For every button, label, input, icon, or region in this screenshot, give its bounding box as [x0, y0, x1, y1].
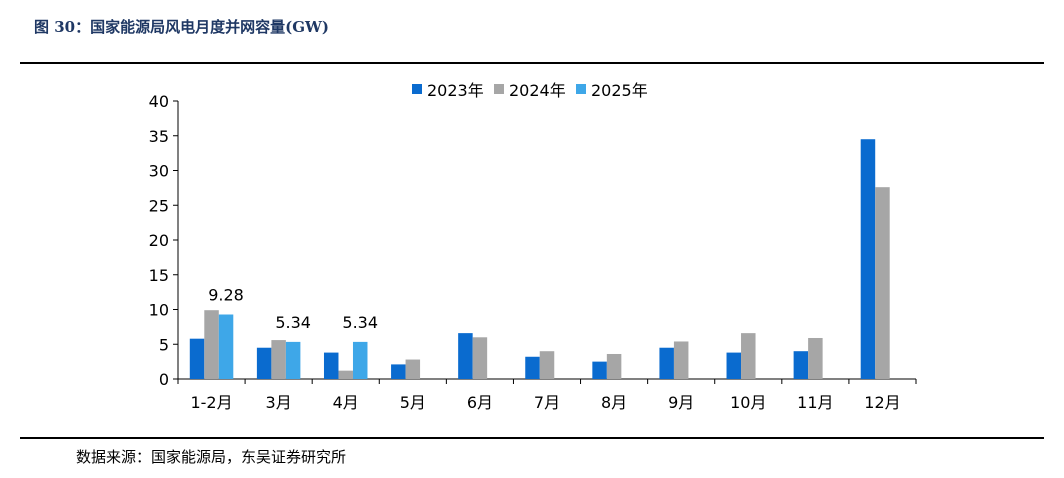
x-tick-label: 4月 [333, 393, 359, 412]
bar-2025年 [285, 341, 301, 379]
figure-title: 图 30：国家能源局风电月度并网容量(GW) [34, 18, 329, 36]
bar-2024年 [673, 341, 689, 379]
bar-2023年 [726, 352, 742, 379]
legend-swatch-2024年 [494, 84, 504, 94]
bar-2024年 [808, 337, 823, 379]
bar-2023年 [525, 356, 540, 379]
x-tick-label: 6月 [467, 393, 493, 412]
bar-2024年 [539, 351, 555, 379]
x-tick-label: 5月 [400, 393, 426, 412]
bar-2023年 [458, 333, 473, 379]
bar-2024年 [741, 333, 756, 379]
bar-2024年 [875, 187, 890, 379]
legend-label: 2025年 [591, 81, 648, 100]
legend-swatch-2023年 [412, 84, 422, 94]
data-label: 5.34 [342, 313, 378, 332]
x-tick-label: 1-2月 [190, 393, 232, 412]
bar-2023年 [659, 347, 674, 379]
y-tick-label: 40 [149, 92, 169, 111]
legend-label: 2024年 [509, 81, 566, 100]
y-tick-label: 5 [159, 335, 169, 354]
top-rule [20, 62, 1044, 64]
bar-2023年 [391, 364, 406, 379]
bar-2023年 [793, 351, 809, 379]
y-tick-label: 25 [149, 196, 169, 215]
y-tick-label: 15 [149, 266, 169, 285]
bar-2024年 [606, 353, 622, 379]
y-tick-label: 0 [159, 370, 169, 389]
bar-2023年 [592, 361, 607, 379]
bar-2025年 [352, 341, 368, 379]
bar-2025年 [218, 314, 234, 379]
legend-label: 2023年 [427, 81, 484, 100]
x-tick-label: 7月 [534, 393, 560, 412]
y-tick-label: 20 [149, 231, 169, 250]
data-source-note: 数据来源：国家能源局，东吴证券研究所 [76, 448, 347, 466]
x-tick-label: 10月 [730, 393, 766, 412]
bar-2024年 [271, 340, 286, 379]
legend-swatch-2025年 [576, 84, 586, 94]
bar-2024年 [204, 310, 219, 379]
y-tick-label: 10 [149, 301, 169, 320]
bar-2023年 [860, 139, 876, 379]
data-label: 9.28 [208, 286, 244, 305]
bar-2023年 [256, 347, 272, 379]
x-tick-label: 8月 [601, 393, 627, 412]
data-label: 5.34 [275, 313, 311, 332]
bar-2023年 [323, 352, 339, 379]
bar-2024年 [405, 359, 421, 379]
y-tick-label: 30 [149, 162, 169, 181]
x-tick-label: 9月 [668, 393, 694, 412]
y-tick-label: 35 [149, 127, 169, 146]
bar-2024年 [338, 370, 353, 379]
x-tick-label: 12月 [864, 393, 900, 412]
x-tick-label: 11月 [797, 393, 833, 412]
x-tick-label: 3月 [266, 393, 292, 412]
bar-2024年 [472, 337, 488, 379]
bottom-rule [20, 437, 1044, 439]
bar-2023年 [189, 338, 205, 379]
